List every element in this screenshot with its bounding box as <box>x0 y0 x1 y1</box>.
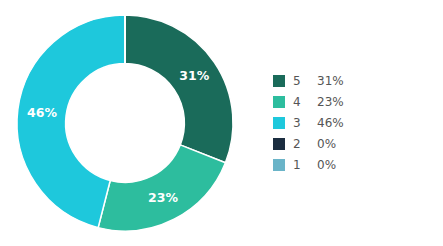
donut-slice <box>124 15 126 64</box>
legend-item: 3 46% <box>273 116 344 130</box>
legend-label: 1 <box>293 158 301 172</box>
legend-item: 1 0% <box>273 158 336 172</box>
legend-label: 2 <box>293 137 301 151</box>
data-labels: 31% 23% 46% <box>27 68 210 205</box>
legend-value: 0% <box>317 137 336 151</box>
legend-value: 0% <box>317 158 336 172</box>
donut-slice <box>98 145 225 231</box>
legend-value: 46% <box>317 116 344 130</box>
data-label: 23% <box>148 190 178 205</box>
data-label: 46% <box>27 105 57 120</box>
chart: 31% 23% 46% 5 31% 4 23% 3 46% 2 0% 1 0% <box>0 0 443 246</box>
legend-label: 4 <box>293 95 301 109</box>
legend-swatch <box>273 96 285 108</box>
legend-item: 2 0% <box>273 137 336 151</box>
legend-swatch <box>273 117 285 129</box>
legend-value: 31% <box>317 74 344 88</box>
legend-swatch <box>273 138 285 150</box>
legend-item: 4 23% <box>273 95 344 109</box>
legend-swatch <box>273 75 285 87</box>
donut <box>17 15 233 231</box>
donut-slice <box>125 15 233 163</box>
legend-label: 5 <box>293 74 301 88</box>
donut-slice <box>124 15 126 64</box>
legend: 5 31% 4 23% 3 46% 2 0% 1 0% <box>273 74 344 172</box>
legend-item: 5 31% <box>273 74 344 88</box>
legend-value: 23% <box>317 95 344 109</box>
legend-swatch <box>273 159 285 171</box>
donut-slice <box>17 15 125 228</box>
data-label: 31% <box>179 68 209 83</box>
legend-label: 3 <box>293 116 301 130</box>
